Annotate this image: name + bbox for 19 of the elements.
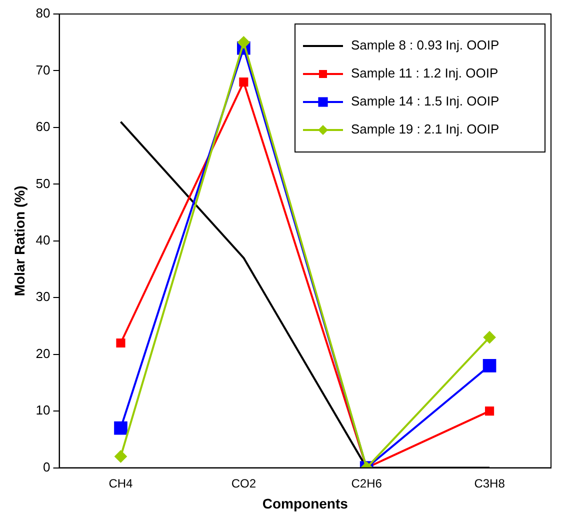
y-tick-label: 60: [36, 119, 50, 134]
legend-label: Sample 11 : 1.2 Inj. OOIP: [351, 66, 498, 81]
legend-label: Sample 14 : 1.5 Inj. OOIP: [351, 94, 500, 109]
y-tick-label: 80: [36, 6, 50, 21]
y-tick-label: 30: [36, 289, 50, 304]
x-tick-label: C3H8: [474, 476, 506, 490]
y-tick-label: 40: [36, 232, 50, 248]
x-axis-title: Components: [262, 495, 348, 512]
x-tick-label: C2H6: [351, 476, 382, 490]
x-tick-label: CO2: [231, 476, 256, 490]
legend-label: Sample 19 : 2.1 Inj. OOIP: [351, 122, 500, 137]
y-tick-label: 70: [36, 62, 50, 78]
y-tick-label: 20: [36, 346, 50, 361]
x-tick-label: CH4: [108, 476, 134, 490]
y-tick-label: 10: [36, 402, 50, 418]
y-tick-label: 50: [36, 176, 50, 191]
legend-label: Sample 8 : 0.93 Inj. OOIP: [351, 38, 500, 53]
y-axis-title: Molar Ration (%): [11, 186, 28, 296]
y-tick-label: 0: [43, 459, 50, 474]
